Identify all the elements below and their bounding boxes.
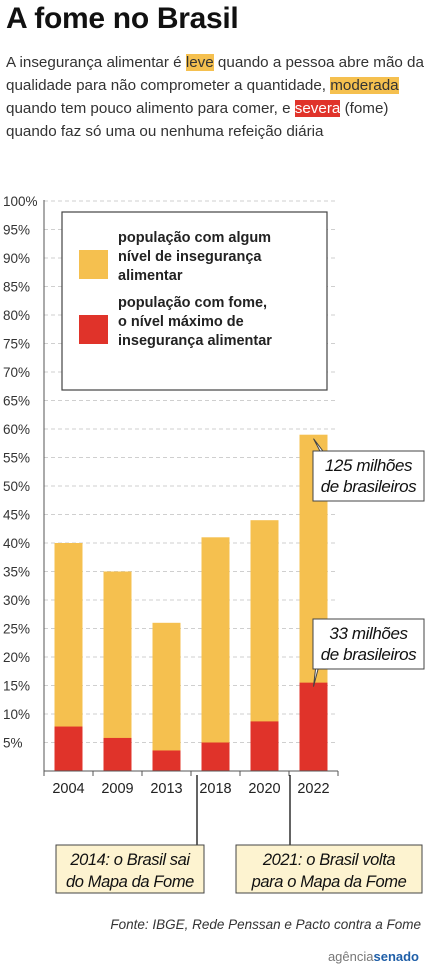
intro-part-4: (fome) quando faz só uma ou nenhuma refe… [6,100,389,140]
intro-part-3: quando tem pouco alimento para comer, e [6,100,295,117]
legend-label: alimentar [118,268,183,284]
callout-33-million-text: 33 milhões [329,624,408,643]
intro-part-1: A insegurança alimentar é [6,54,186,71]
x-tick-label: 2018 [199,781,231,797]
legend-label: nível de insegurança [118,249,262,265]
bar-hunger [103,737,132,771]
bar-hunger [54,726,83,771]
source-note: Fonte: IBGE, Rede Penssan e Pacto contra… [110,917,421,932]
legend-swatch [79,250,108,279]
callout-33-million-box [312,618,425,670]
y-tick-label: 80% [3,308,30,323]
bar-hunger [250,721,279,771]
agency-logo: agênciasenado [328,949,419,964]
y-tick-label: 85% [3,280,30,295]
y-tick-label: 40% [3,536,30,551]
y-tick-label: 15% [3,679,30,694]
annotation-2014-box [55,844,205,894]
bar-insecurity [103,571,132,771]
bar-insecurity [152,622,181,771]
legend-label: população com algum [118,230,271,246]
x-tick-label: 2004 [52,781,84,797]
annotation-2021-box [235,844,423,894]
legend-label: insegurança alimentar [118,333,272,349]
callout-125-million-box [312,450,425,502]
x-tick-label: 2013 [150,781,182,797]
intro-part-2: quando a pessoa abre mão da qualidade pa… [6,54,424,94]
y-tick-label: 20% [3,650,30,665]
y-tick-label: 5% [3,736,23,751]
callout-33-million-text: de brasileiros [321,645,417,664]
annotation-2014-text: 2014: o Brasil sai [69,851,191,869]
legend-box [61,211,328,391]
highlight-moderada: moderada [330,77,399,94]
annotation-2014-text: do Mapa da Fome [66,873,194,891]
callout-125-million-text: 125 milhões [325,456,413,475]
y-tick-label: 55% [3,451,30,466]
x-tick-label: 2009 [101,781,133,797]
annotation-2021-text: para o Mapa da Fome [251,873,407,891]
bar-hunger [152,750,181,771]
y-tick-label: 25% [3,622,30,637]
y-tick-label: 75% [3,337,30,352]
logo-part-a: agência [327,949,374,964]
y-tick-label: 45% [3,508,30,523]
y-tick-label: 35% [3,565,30,580]
callout-125-million-text: de brasileiros [321,477,417,496]
y-tick-label: 60% [3,422,30,437]
logo-part-b: senado [373,949,419,964]
y-tick-label: 100% [3,194,38,209]
highlight-leve: leve [185,54,214,71]
bar-hunger [299,682,328,771]
intro-text: A insegurança alimentar é leve quando a … [6,51,424,143]
legend-swatch [79,315,108,344]
highlight-severa: severa [294,100,341,117]
y-tick-label: 90% [3,251,30,266]
bar-insecurity [201,537,230,771]
y-tick-label: 30% [3,593,30,608]
legend-label: população com fome, [118,295,267,311]
legend-label: o nível máximo de [118,314,244,330]
x-tick-label: 2020 [248,781,280,797]
y-tick-label: 95% [3,223,30,238]
y-tick-label: 50% [3,479,30,494]
bar-hunger [201,742,230,771]
y-tick-label: 65% [3,394,30,409]
y-tick-label: 70% [3,365,30,380]
page-title: A fome no Brasil [6,2,239,35]
y-tick-label: 10% [3,707,30,722]
x-tick-label: 2022 [297,781,329,797]
annotation-2021-text: 2021: o Brasil volta [262,851,396,869]
